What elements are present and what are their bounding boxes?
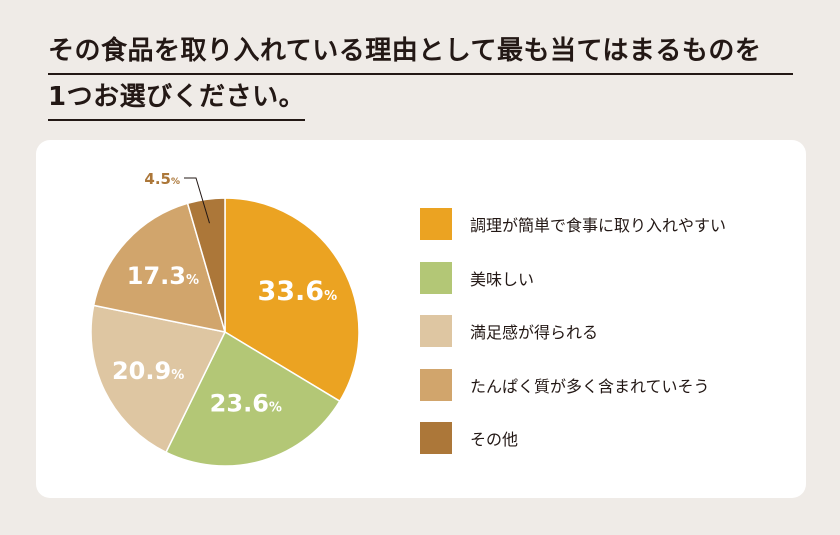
chart-legend: 調理が簡単で食事に取り入れやすい 美味しい 満足感が得られる たんぱく質が多く含…: [420, 208, 726, 476]
slice-satisfying: [90, 304, 227, 454]
legend-label: 満足感が得られる: [470, 323, 599, 342]
legend-item-other: その他: [420, 422, 726, 454]
legend-label: 美味しい: [470, 269, 535, 289]
legend-swatch: [420, 422, 452, 454]
legend-label: その他: [470, 430, 519, 449]
slice-cooking: [224, 197, 360, 403]
legend-item-cooking: 調理が簡単で食事に取り入れやすい: [420, 208, 726, 240]
value-label-satisfying: 20.9%: [112, 357, 184, 385]
value-label-cooking: 33.6%: [257, 276, 337, 307]
slice-other: [186, 197, 226, 333]
value-label-other: 4.5%: [144, 170, 180, 188]
slice-protein: [92, 202, 227, 333]
value-label-protein: 17.3%: [127, 262, 199, 290]
question-title-line-1: その食品を取り入れている理由として最も当てはまるものを: [48, 30, 793, 75]
legend-item-satisfying: 満足感が得られる: [420, 315, 726, 347]
legend-label: 調理が簡単で食事に取り入れやすい: [470, 216, 727, 235]
legend-swatch: [420, 368, 452, 401]
question-title-line-2: 1つお選びください。: [48, 76, 306, 121]
slice-tasty: [164, 330, 341, 467]
leader-line-other: [184, 177, 210, 224]
legend-swatch: [420, 315, 452, 347]
legend-swatch: [420, 261, 452, 294]
legend-swatch: [420, 208, 452, 240]
legend-item-protein: たんぱく質が多く含まれていそう: [420, 368, 726, 401]
legend-item-tasty: 美味しい: [420, 261, 726, 294]
legend-label: たんぱく質が多く含まれていそう: [470, 376, 710, 396]
value-label-tasty: 23.6%: [210, 390, 282, 418]
